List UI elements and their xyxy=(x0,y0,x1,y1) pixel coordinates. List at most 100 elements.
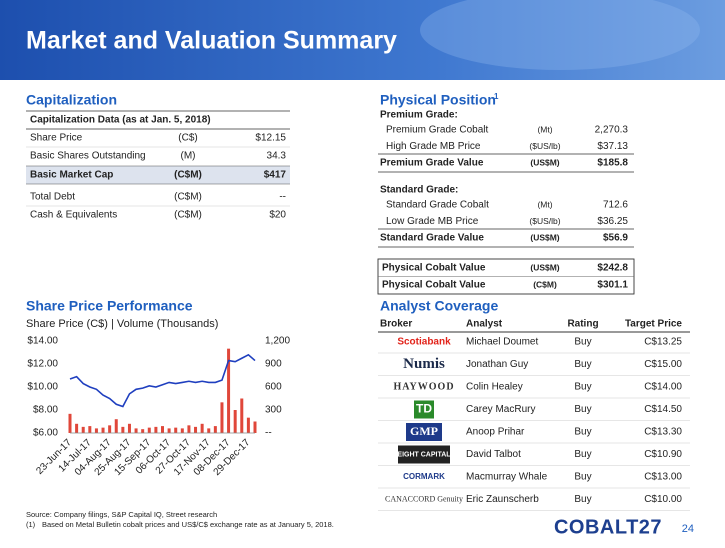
cell: Share Price xyxy=(30,133,83,144)
cell: Premium Grade Cobalt xyxy=(386,125,488,136)
cell: Physical Cobalt Value xyxy=(382,280,486,291)
price-line xyxy=(69,353,256,408)
volume-bar xyxy=(227,348,231,433)
page-number: 24 xyxy=(682,523,694,535)
y-tick-label: $8.00 xyxy=(33,405,58,416)
volume-bar xyxy=(180,428,184,433)
cell: ($US/lb) xyxy=(529,216,560,226)
footnote: Based on Metal Bulletin cobalt prices an… xyxy=(42,520,334,529)
broker-logo-bg xyxy=(406,423,442,441)
cell: C$13.25 xyxy=(644,337,682,348)
cell: Premium Grade Value xyxy=(380,158,484,169)
y2-tick-label: 1,200 xyxy=(265,336,290,347)
company-logo: COBALT27 xyxy=(554,516,662,538)
cell: Low Grade MB Price xyxy=(386,216,479,227)
cell: Buy xyxy=(574,404,591,415)
volume-bar xyxy=(233,410,237,433)
cell: (Mt) xyxy=(537,124,552,134)
volume-bar xyxy=(240,398,244,433)
y-tick-label: $12.00 xyxy=(27,359,58,370)
cell: C$10.00 xyxy=(644,494,682,505)
cell: 712.6 xyxy=(603,200,628,211)
cell: C$10.90 xyxy=(644,449,682,460)
cell: ($US/lb) xyxy=(529,141,560,151)
cell: (C$M) xyxy=(533,279,557,289)
cell: Buy xyxy=(574,427,591,438)
cell: Macmurray Whale xyxy=(466,472,548,483)
chart-title: Share Price Performance xyxy=(26,298,193,314)
volume-bar xyxy=(147,427,151,433)
cell: (C$) xyxy=(178,133,197,144)
column-header: Rating xyxy=(567,319,598,330)
broker-logo: TD xyxy=(416,402,432,416)
group-label: Premium Grade: xyxy=(380,110,458,121)
cell: Carey MacRury xyxy=(466,404,535,415)
source-note: Source: Company filings, S&P Capital IQ,… xyxy=(26,510,217,519)
cell: (US$M) xyxy=(530,232,559,242)
cell: $12.15 xyxy=(255,133,286,144)
cell: (C$M) xyxy=(174,170,202,181)
header-banner xyxy=(0,0,725,80)
slide-title: Market and Valuation Summary xyxy=(26,27,397,55)
volume-bar xyxy=(213,426,217,433)
volume-bar xyxy=(141,429,145,433)
volume-bar xyxy=(253,421,257,433)
cell: $37.13 xyxy=(597,141,628,152)
cell: $301.1 xyxy=(597,280,628,291)
cell: Buy xyxy=(574,449,591,460)
y-tick-label: $10.00 xyxy=(27,382,58,393)
footnote-mark: (1) xyxy=(26,520,36,529)
volume-bar xyxy=(154,426,158,433)
cell: Standard Grade Value xyxy=(380,233,484,244)
cell: Michael Doumet xyxy=(466,337,538,348)
volume-bar xyxy=(161,426,164,433)
volume-bar xyxy=(68,413,72,433)
cell: (C$M) xyxy=(174,210,202,221)
y2-tick-label: 900 xyxy=(265,359,282,370)
broker-logo: Numis xyxy=(403,356,445,372)
y-tick-label: $14.00 xyxy=(27,336,58,347)
cell: (Mt) xyxy=(537,199,552,209)
volume-bar xyxy=(134,428,138,433)
cell: David Talbot xyxy=(466,449,521,460)
volume-bar xyxy=(101,427,105,433)
cell: (US$M) xyxy=(530,157,559,167)
cell: Jonathan Guy xyxy=(466,359,528,370)
cell: Buy xyxy=(574,359,591,370)
volume-bar xyxy=(187,425,191,433)
cell: $185.8 xyxy=(597,158,628,169)
cell: $20 xyxy=(269,210,286,221)
cell: Buy xyxy=(574,472,591,483)
cell: Anoop Prihar xyxy=(466,427,525,438)
highlight-row xyxy=(26,166,290,184)
y2-tick-label: -- xyxy=(265,428,272,439)
cell: C$14.00 xyxy=(644,382,682,393)
volume-bar xyxy=(121,426,125,433)
cell: Buy xyxy=(574,494,591,505)
broker-logo: GMP xyxy=(410,424,438,438)
section-heading: Analyst Coverage xyxy=(380,298,498,314)
cell: $242.8 xyxy=(597,263,628,274)
broker-logo: Scotiabank xyxy=(397,337,451,348)
cell: Basic Shares Outstanding xyxy=(30,151,146,162)
cell: C$14.50 xyxy=(644,404,682,415)
chart-subtitle: Share Price (C$) | Volume (Thousands) xyxy=(26,318,218,330)
cell: -- xyxy=(279,192,286,203)
broker-logo: HAYWOOD xyxy=(393,381,454,392)
y2-tick-label: 300 xyxy=(265,405,282,416)
cell: $56.9 xyxy=(603,233,628,244)
volume-bar xyxy=(200,423,204,433)
volume-bar xyxy=(174,427,178,433)
section-heading: Capitalization xyxy=(26,92,117,108)
volume-bar xyxy=(167,428,171,433)
volume-bar xyxy=(88,426,92,433)
volume-bar xyxy=(220,402,224,433)
cell: Eric Zaunscherb xyxy=(466,494,539,505)
cell: $36.25 xyxy=(597,216,628,227)
column-header: Analyst xyxy=(466,319,503,330)
cell: High Grade MB Price xyxy=(386,141,481,152)
cell: (US$M) xyxy=(530,262,559,272)
cell: Standard Grade Cobalt xyxy=(386,200,489,211)
cell: Buy xyxy=(574,337,591,348)
